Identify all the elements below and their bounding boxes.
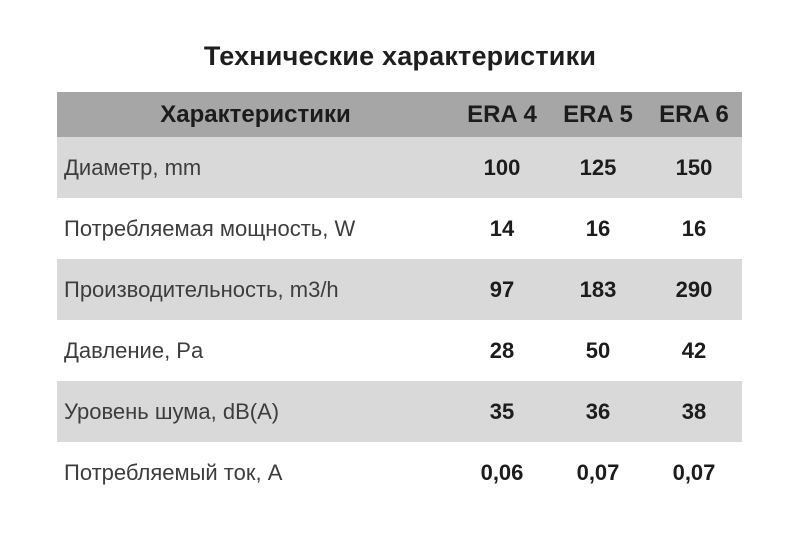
table-row: Производительность, m3/h 97 183 290 [57,259,742,320]
row-label: Диаметр, mm [64,154,202,180]
row-value: 16 [681,215,707,241]
row-label: Потребляемый ток, A [64,459,283,485]
row-value: 0,07 [672,459,716,485]
column-header-era4: ERA 4 [467,100,537,128]
table-body: Диаметр, mm 100 125 150 Потребляемая мощност… [57,137,742,503]
table-row: Уровень шума, dB(A) 35 36 38 [57,381,742,442]
table-row: Потребляемый ток, A 0,06 0,07 0,07 [57,442,742,503]
row-value: 125 [579,154,617,180]
column-header-era5: ERA 5 [563,100,633,128]
row-value: 38 [681,398,707,424]
table-row: Давление, Pa 28 50 42 [57,320,742,381]
row-value: 0,07 [576,459,620,485]
row-label: Давление, Pa [64,337,204,363]
row-value: 183 [579,276,617,302]
row-value: 36 [585,398,611,424]
row-value: 290 [675,276,713,302]
row-value: 0,06 [480,459,524,485]
row-value: 150 [675,154,713,180]
spec-table: Характеристики ERA 4 ERA 5 ERA 6 Диаметр… [57,92,742,503]
row-value: 42 [681,337,707,363]
row-label: Потребляемая мощность, W [64,215,356,241]
page-title: Технические характеристики [203,41,597,71]
table-row: Потребляемая мощность, W 14 16 16 [57,198,742,259]
row-value: 50 [585,337,611,363]
row-value: 16 [585,215,611,241]
row-value: 14 [489,215,515,241]
column-header-era6: ERA 6 [659,100,729,128]
column-header-characteristics: Характеристики [160,100,351,128]
row-label: Производительность, m3/h [64,276,339,302]
table-header-row: Характеристики ERA 4 ERA 5 ERA 6 [57,92,742,137]
row-value: 100 [483,154,521,180]
row-value: 28 [489,337,515,363]
row-value: 97 [489,276,515,302]
row-value: 35 [489,398,515,424]
table-row: Диаметр, mm 100 125 150 [57,137,742,198]
row-label: Уровень шума, dB(A) [64,398,280,424]
